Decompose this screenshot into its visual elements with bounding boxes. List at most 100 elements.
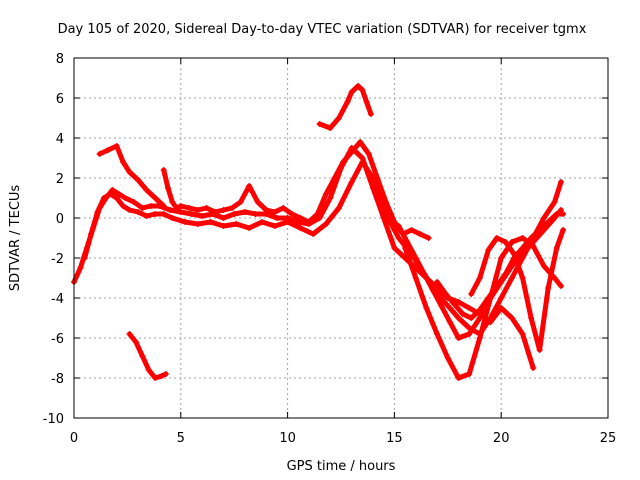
data-point — [485, 247, 492, 253]
data-point — [94, 209, 101, 215]
data-point — [412, 275, 419, 281]
data-point — [365, 151, 372, 157]
data-point — [344, 99, 351, 105]
data-point — [120, 203, 127, 209]
series-arc-3 — [96, 143, 167, 209]
data-point — [451, 301, 458, 307]
x-axis-label: GPS time / hours — [287, 459, 396, 474]
data-point — [327, 195, 334, 201]
x-tick-label: 15 — [386, 431, 403, 446]
data-point — [359, 159, 366, 165]
data-point — [455, 375, 462, 381]
data-point — [402, 245, 409, 251]
data-point — [348, 179, 355, 185]
data-point — [558, 283, 565, 289]
data-point — [271, 223, 278, 229]
data-point — [508, 275, 515, 281]
data-point — [498, 255, 505, 261]
data-point — [455, 335, 462, 341]
data-point — [455, 315, 462, 321]
series-trace — [317, 83, 374, 131]
data-point — [395, 235, 402, 241]
data-point — [160, 167, 167, 173]
series-trace — [402, 235, 564, 381]
y-tick-label: -6 — [51, 332, 64, 347]
data-point — [211, 209, 218, 215]
data-point — [297, 215, 304, 221]
data-point — [147, 203, 154, 209]
data-point — [511, 255, 518, 261]
data-point — [139, 205, 146, 211]
data-point — [335, 115, 342, 121]
data-point — [404, 239, 411, 245]
data-point — [284, 219, 291, 225]
data-point — [487, 315, 494, 321]
data-point — [263, 207, 270, 213]
data-point — [493, 283, 500, 289]
data-point — [220, 207, 227, 213]
data-point — [152, 211, 159, 217]
series-arc-8 — [434, 211, 567, 321]
data-point — [173, 205, 180, 211]
data-point — [508, 315, 515, 321]
data-point — [493, 235, 500, 241]
data-point — [220, 223, 227, 229]
axis-ticks: 0 5 10 15 20 25 -10 -8 -6 -4 -2 0 2 4 6 8 — [43, 52, 617, 446]
y-axis-label: SDTVAR / TECUs — [8, 185, 23, 292]
data-point — [476, 335, 483, 341]
plot-frame — [73, 57, 609, 419]
data-point — [186, 205, 193, 211]
data-point — [233, 221, 240, 227]
data-point — [135, 209, 142, 215]
data-point — [519, 331, 526, 337]
data-point — [425, 235, 432, 241]
y-tick-label: 2 — [56, 172, 64, 187]
data-point — [126, 207, 133, 213]
y-tick-label: 8 — [56, 52, 64, 67]
data-point — [391, 245, 398, 251]
data-point — [258, 219, 265, 225]
data-point — [295, 219, 302, 225]
data-point — [421, 271, 428, 277]
data-point — [545, 285, 552, 291]
data-point — [466, 331, 473, 337]
data-point — [310, 231, 317, 237]
data-point — [348, 149, 355, 155]
data-point — [252, 211, 259, 217]
data-point — [374, 175, 381, 181]
data-point — [553, 245, 560, 251]
data-point — [297, 225, 304, 231]
series-trace — [127, 331, 169, 381]
data-point — [167, 207, 174, 213]
data-point — [122, 195, 129, 201]
data-point — [423, 305, 430, 311]
data-point — [169, 215, 176, 221]
data-point — [77, 265, 84, 271]
data-point — [327, 125, 334, 131]
data-point — [530, 243, 537, 249]
data-point — [442, 291, 449, 297]
data-point — [530, 365, 537, 371]
data-point — [367, 111, 374, 117]
series-arc-10 — [316, 83, 374, 131]
y-tick-label: -8 — [51, 372, 64, 387]
data-point — [498, 305, 505, 311]
x-tick-label: 0 — [70, 431, 78, 446]
data-point — [528, 235, 535, 241]
data-point — [109, 187, 116, 193]
data-point — [551, 199, 558, 205]
series-trace — [396, 207, 564, 341]
data-point — [288, 211, 295, 217]
data-point — [305, 219, 312, 225]
data-point — [100, 195, 107, 201]
data-point — [476, 315, 483, 321]
series-trace — [161, 139, 432, 241]
data-point — [316, 121, 323, 127]
data-point — [169, 199, 176, 205]
data-point — [113, 143, 120, 149]
data-point — [130, 199, 137, 205]
data-point — [182, 219, 189, 225]
data-point — [314, 211, 321, 217]
data-point — [135, 177, 142, 183]
data-point — [331, 175, 338, 181]
